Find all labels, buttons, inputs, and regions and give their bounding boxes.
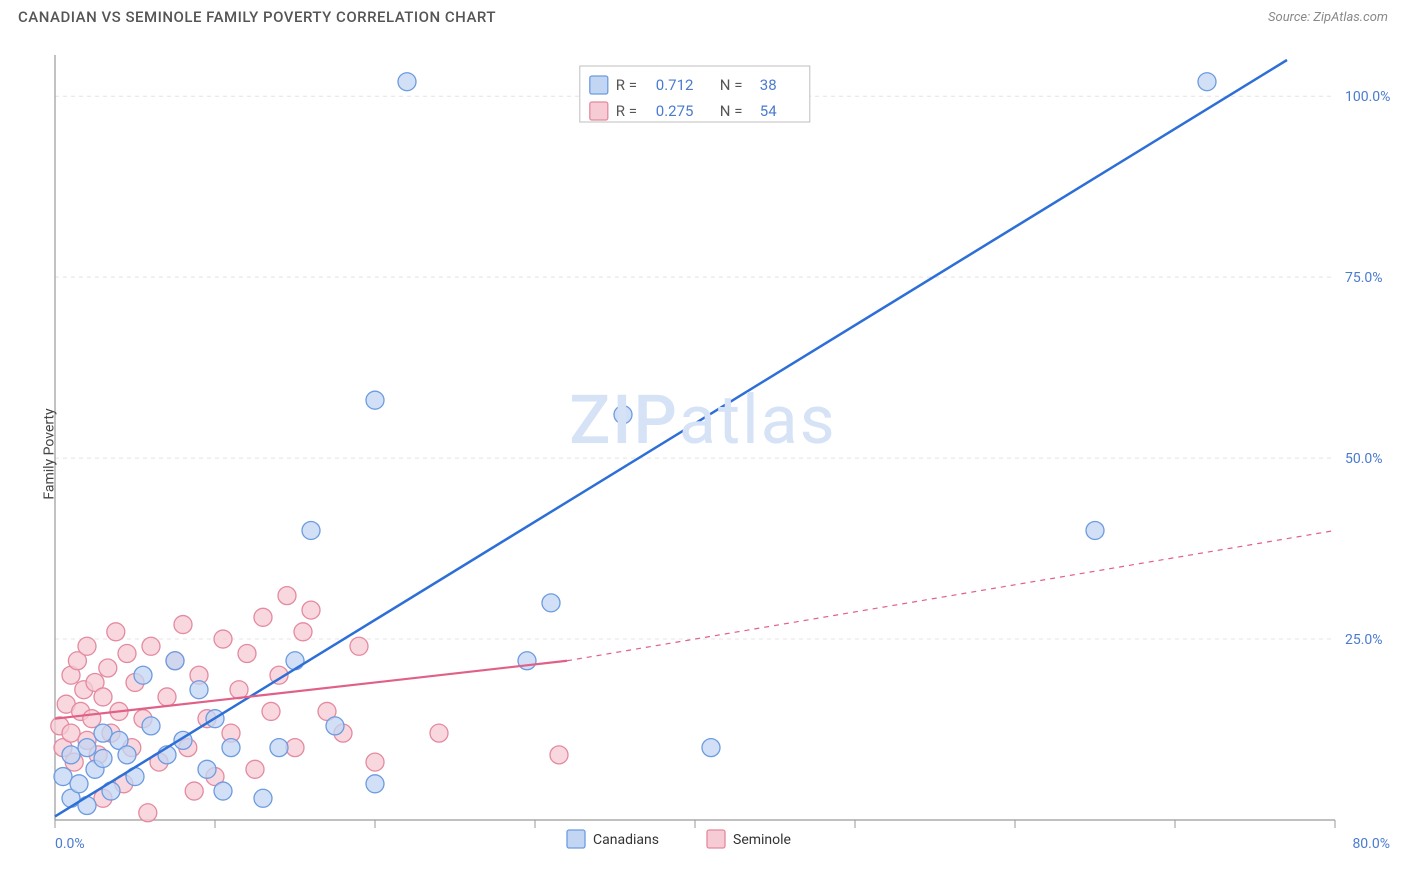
- svg-text:0.712: 0.712: [656, 76, 694, 94]
- svg-text:Seminole: Seminole: [733, 832, 791, 848]
- svg-text:50.0%: 50.0%: [1345, 451, 1383, 467]
- svg-text:N =: N =: [720, 102, 743, 120]
- chart-area: Family Poverty ZIPatlas 25.0%50.0%75.0%1…: [0, 30, 1406, 878]
- svg-text:38: 38: [760, 76, 777, 94]
- svg-text:25.0%: 25.0%: [1345, 632, 1383, 648]
- svg-text:54: 54: [760, 102, 777, 120]
- svg-text:75.0%: 75.0%: [1345, 270, 1383, 286]
- source-label: Source: ZipAtlas.com: [1268, 10, 1388, 25]
- svg-text:0.275: 0.275: [656, 102, 694, 120]
- y-axis-label: Family Poverty: [42, 408, 58, 499]
- svg-text:0.0%: 0.0%: [55, 836, 85, 852]
- chart-title: CANADIAN VS SEMINOLE FAMILY POVERTY CORR…: [18, 8, 496, 26]
- svg-text:R =: R =: [616, 102, 637, 120]
- svg-text:80.0%: 80.0%: [1352, 836, 1390, 852]
- svg-text:N =: N =: [720, 76, 743, 94]
- svg-text:100.0%: 100.0%: [1345, 89, 1390, 105]
- svg-text:Canadians: Canadians: [593, 832, 659, 848]
- scatter-chart: 25.0% 50.0% 75.0% 100.0% 0.0% 80.0% Canadians S…: [0, 30, 1406, 878]
- svg-text:R =: R =: [616, 76, 637, 94]
